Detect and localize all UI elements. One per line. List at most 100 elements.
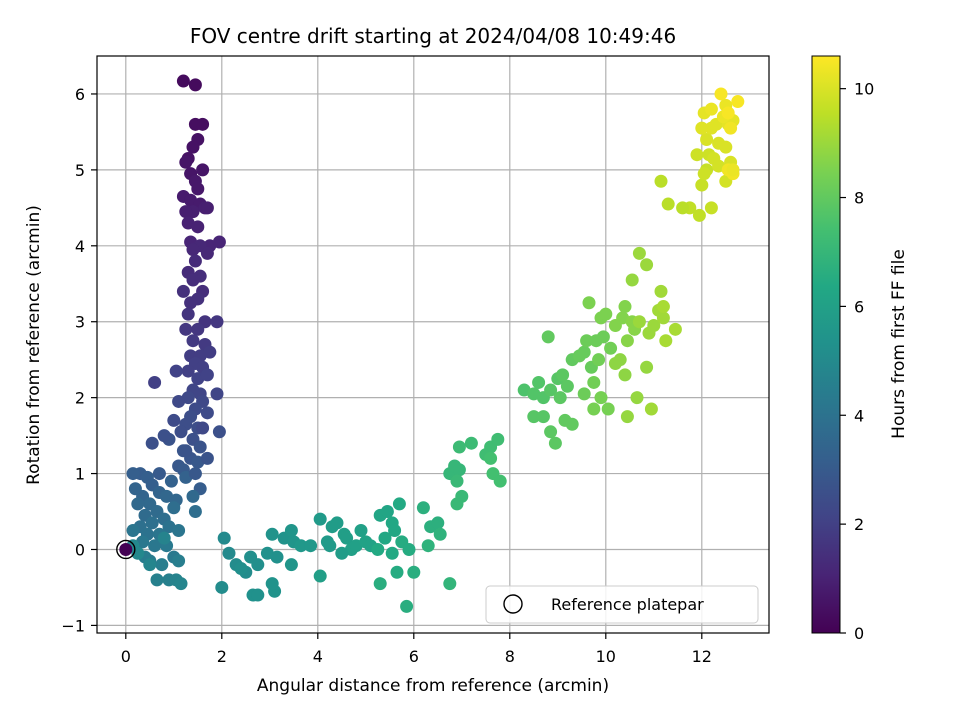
data-point: [313, 512, 327, 526]
data-point: [148, 539, 162, 553]
data-point: [731, 95, 745, 109]
data-point: [196, 163, 210, 177]
data-point: [186, 489, 200, 503]
colorbar-tick-label: 4: [854, 406, 864, 425]
data-point: [172, 524, 186, 538]
data-point: [215, 580, 229, 594]
data-point: [126, 524, 140, 538]
data-point: [577, 345, 591, 359]
colorbar-gradient: [811, 55, 841, 634]
data-point: [188, 78, 202, 92]
data-point: [172, 554, 186, 568]
data-point: [186, 243, 200, 257]
data-point: [210, 387, 224, 401]
data-point: [548, 436, 562, 450]
data-point: [392, 497, 406, 511]
data-point: [592, 353, 606, 367]
data-point: [407, 565, 421, 579]
data-point: [148, 375, 162, 389]
data-point: [186, 140, 200, 154]
data-point: [234, 561, 248, 575]
plot-frame: [96, 55, 770, 634]
data-point: [464, 436, 478, 450]
data-point: [330, 516, 344, 530]
data-point: [313, 569, 327, 583]
data-point: [565, 417, 579, 431]
data-point: [421, 539, 435, 553]
data-point: [191, 182, 205, 196]
x-axis-label: Angular distance from reference (arcmin): [257, 676, 609, 696]
data-point: [599, 307, 613, 321]
data-point: [560, 379, 574, 393]
y-tick-label: 1: [75, 465, 85, 484]
data-point: [721, 106, 735, 120]
y-tick-label: 6: [75, 85, 85, 104]
colorbar-ticks: 0 2 4 6 8 10: [840, 80, 874, 643]
data-point: [222, 546, 236, 560]
x-tick-label: 6: [409, 647, 419, 666]
data-point: [632, 315, 646, 329]
reference-point-fill: [119, 542, 133, 556]
data-point: [145, 516, 159, 530]
data-point: [661, 197, 675, 211]
data-point: [656, 311, 670, 325]
data-point: [433, 527, 447, 541]
y-tick-label: 5: [75, 161, 85, 180]
data-point: [527, 410, 541, 424]
y-tick-label: −1: [61, 616, 85, 635]
data-point: [541, 330, 555, 344]
data-point: [294, 539, 308, 553]
data-point: [697, 167, 711, 181]
data-point: [724, 121, 738, 135]
reference-marker: [116, 539, 136, 560]
data-point: [186, 334, 200, 348]
data-point: [200, 406, 214, 420]
y-axis-ticks: −1 0 1 2 3 4 5 6: [61, 85, 97, 635]
data-point: [484, 451, 498, 465]
scatter-points: [126, 74, 745, 613]
colorbar-tick-label: 6: [854, 297, 864, 316]
data-point: [587, 375, 601, 389]
data-point: [181, 307, 195, 321]
data-point: [452, 440, 466, 454]
data-point: [556, 368, 570, 382]
data-point: [644, 402, 658, 416]
data-point: [128, 482, 142, 496]
data-point: [200, 368, 214, 382]
colorbar-label: Hours from first FF file: [889, 249, 909, 439]
data-point: [604, 341, 618, 355]
data-point: [270, 550, 284, 564]
y-tick-label: 2: [75, 389, 85, 408]
data-point: [618, 368, 632, 382]
data-point: [284, 524, 298, 538]
data-point: [402, 542, 416, 556]
data-point: [179, 205, 193, 219]
data-point: [695, 121, 709, 135]
data-point: [196, 117, 210, 131]
data-point: [640, 360, 654, 374]
data-point: [212, 425, 226, 439]
legend-box: [485, 585, 759, 624]
data-point: [416, 501, 430, 515]
data-point: [443, 577, 457, 591]
colorbar-tick-label: 2: [854, 515, 864, 534]
data-point: [152, 467, 166, 481]
data-point: [188, 505, 202, 519]
data-point: [632, 246, 646, 260]
data-point: [179, 444, 193, 458]
data-point: [544, 383, 558, 397]
y-tick-label: 0: [75, 540, 85, 559]
data-point: [157, 531, 171, 545]
x-tick-label: 8: [505, 647, 515, 666]
data-point: [532, 375, 546, 389]
data-point: [371, 542, 385, 556]
data-point: [200, 201, 214, 215]
data-point: [553, 391, 567, 405]
data-point: [659, 334, 673, 348]
legend-label: Reference platepar: [551, 595, 704, 614]
data-point: [452, 463, 466, 477]
data-point: [712, 136, 726, 150]
x-tick-label: 0: [121, 647, 131, 666]
data-point: [335, 546, 349, 560]
data-point: [582, 296, 596, 310]
